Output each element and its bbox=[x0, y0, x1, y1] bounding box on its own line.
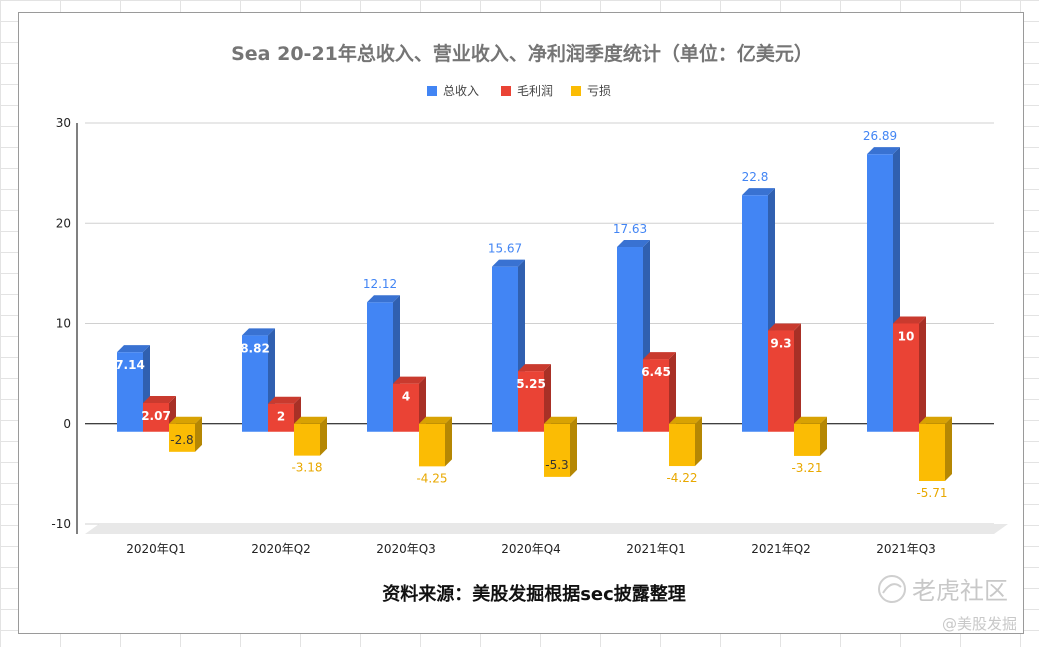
x-tick-label-1: 2020年Q2 bbox=[251, 542, 311, 556]
y-tick-label-2: 10 bbox=[56, 317, 71, 331]
data-label-3-1: 5.25 bbox=[516, 377, 546, 391]
chart-floor bbox=[85, 524, 1008, 534]
bar-1-1 bbox=[268, 396, 301, 432]
x-axis-ticks: 2020年Q1 2020年Q2 2020年Q3 2020年Q4 2021年Q1 2021年… bbox=[126, 542, 936, 556]
legend-label-2: 亏损 bbox=[587, 84, 611, 98]
bar-4-2 bbox=[669, 416, 702, 467]
chart-canvas: Sea 20-21年总收入、营业收入、净利润季度统计（单位：亿美元） 总收入 毛利… bbox=[51, 42, 1017, 633]
y-tick-label-4: -10 bbox=[51, 517, 71, 531]
x-tick-label-5: 2021年Q2 bbox=[751, 542, 811, 556]
watermark: 老虎社区 @美股发掘 bbox=[878, 575, 1017, 633]
floor-plane bbox=[85, 524, 1008, 534]
tiger-logo-icon bbox=[878, 575, 906, 603]
data-label-3-0: 15.67 bbox=[488, 242, 522, 256]
bar-2-1 bbox=[393, 376, 426, 432]
data-label-1-0: 8.82 bbox=[240, 341, 270, 355]
x-tick-label-2: 2020年Q3 bbox=[376, 542, 436, 556]
bars bbox=[117, 147, 952, 481]
data-labels: 7.14 2.07 -2.8 8.82 2 -3.18 12.12 4 -4.25 15.67 5.… bbox=[115, 129, 947, 500]
data-label-1-2: -3.18 bbox=[291, 461, 322, 475]
y-tick-label-3: 0 bbox=[63, 417, 71, 431]
y-tick-label-0: 30 bbox=[56, 116, 71, 130]
legend-label-1: 毛利润 bbox=[517, 84, 553, 98]
x-tick-label-3: 2020年Q4 bbox=[501, 542, 561, 556]
bar-5-1 bbox=[768, 323, 801, 432]
gridlines bbox=[76, 122, 994, 534]
bar-0-2 bbox=[169, 416, 202, 452]
data-label-1-1: 2 bbox=[277, 410, 285, 424]
data-label-4-0: 17.63 bbox=[613, 222, 647, 236]
data-label-4-1: 6.45 bbox=[641, 365, 671, 379]
chart-title: Sea 20-21年总收入、营业收入、净利润季度统计（单位：亿美元） bbox=[231, 42, 813, 65]
bar-3-2 bbox=[544, 416, 577, 477]
data-label-2-2: -4.25 bbox=[416, 471, 447, 485]
legend-swatch-2 bbox=[571, 86, 581, 96]
data-label-6-1: 10 bbox=[898, 330, 915, 344]
bar-2-2 bbox=[419, 416, 452, 467]
legend: 总收入 毛利润 亏损 bbox=[427, 84, 611, 98]
source-note: 资料来源：美股发掘根据sec披露整理 bbox=[382, 583, 686, 605]
data-label-5-1: 9.3 bbox=[770, 337, 791, 351]
bar-3-1 bbox=[518, 364, 551, 432]
data-label-5-0: 22.8 bbox=[742, 170, 769, 184]
bar-6-2 bbox=[919, 416, 952, 481]
data-label-4-2: -4.22 bbox=[666, 471, 697, 485]
x-tick-label-0: 2020年Q1 bbox=[126, 542, 186, 556]
watermark-brand: 老虎社区 bbox=[912, 577, 1008, 605]
bar-5-2 bbox=[794, 416, 827, 456]
y-axis-ticks: 30 20 10 0 -10 bbox=[51, 116, 71, 531]
y-tick-label-1: 20 bbox=[56, 216, 71, 230]
data-label-2-0: 12.12 bbox=[363, 277, 397, 291]
data-label-6-0: 26.89 bbox=[863, 129, 897, 143]
tiger-logo-stroke bbox=[882, 583, 902, 594]
data-label-0-1: 2.07 bbox=[141, 409, 171, 423]
x-tick-label-6: 2021年Q3 bbox=[876, 542, 936, 556]
bar-1-2 bbox=[294, 416, 327, 456]
bar-6-1 bbox=[893, 316, 926, 432]
legend-swatch-0 bbox=[427, 86, 437, 96]
legend-swatch-1 bbox=[501, 86, 511, 96]
data-label-6-2: -5.71 bbox=[916, 486, 947, 500]
bar-4-1 bbox=[643, 352, 676, 432]
watermark-handle: @美股发掘 bbox=[942, 615, 1017, 633]
data-label-5-2: -3.21 bbox=[791, 461, 822, 475]
data-label-3-2: -5.3 bbox=[545, 458, 568, 472]
data-label-0-2: -2.8 bbox=[170, 433, 193, 447]
legend-label-0: 总收入 bbox=[443, 84, 479, 98]
data-label-2-1: 4 bbox=[402, 390, 410, 404]
x-tick-label-4: 2021年Q1 bbox=[626, 542, 686, 556]
data-label-0-0: 7.14 bbox=[115, 358, 145, 372]
chart-frame: Sea 20-21年总收入、营业收入、净利润季度统计（单位：亿美元） 总收入 毛利… bbox=[18, 12, 1024, 634]
